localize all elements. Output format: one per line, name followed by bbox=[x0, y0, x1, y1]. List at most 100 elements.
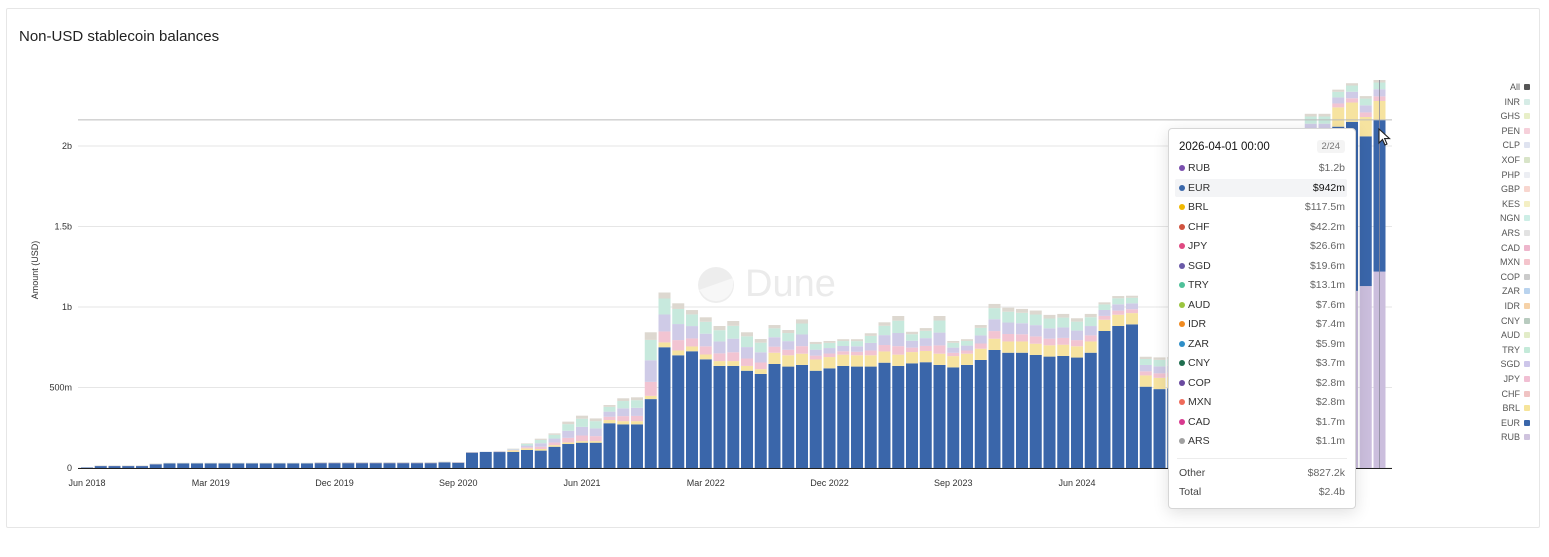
legend-item-zar[interactable]: ZAR bbox=[1502, 285, 1530, 297]
legend-item-aud[interactable]: AUD bbox=[1501, 329, 1530, 341]
bar-segment-eur bbox=[919, 362, 932, 468]
bar-segment-eur bbox=[603, 423, 616, 468]
legend-item-mxn[interactable]: MXN bbox=[1500, 256, 1530, 268]
legend-item-xof[interactable]: XOF bbox=[1501, 154, 1530, 166]
bar-segment-other bbox=[878, 335, 891, 346]
bar-segment-eur bbox=[369, 463, 382, 468]
bar-segment-brl bbox=[1153, 377, 1166, 390]
legend-item-inr[interactable]: INR bbox=[1504, 96, 1530, 108]
tooltip-row-label: CAD bbox=[1179, 416, 1210, 428]
bar-segment-brl bbox=[741, 365, 753, 371]
bar-segment-other bbox=[644, 332, 657, 340]
legend-swatch-icon bbox=[1524, 288, 1530, 295]
bar-segment-rub bbox=[1359, 286, 1372, 468]
bar-segment-brl bbox=[754, 369, 767, 374]
bar-segment-other bbox=[521, 447, 533, 449]
bar-segment-other bbox=[727, 321, 740, 326]
bar-segment-other bbox=[631, 407, 643, 416]
bar-segment-brl bbox=[1346, 102, 1358, 122]
legend-label: INR bbox=[1504, 96, 1521, 107]
bar-segment-other bbox=[878, 322, 891, 326]
bar-segment-other bbox=[947, 340, 960, 343]
bar-segment-other bbox=[562, 430, 575, 438]
bar-segment-eur bbox=[534, 450, 547, 468]
tooltip-row-label: EUR bbox=[1179, 182, 1210, 194]
legend-label: GHS bbox=[1500, 111, 1520, 122]
legend-label: MXN bbox=[1500, 257, 1520, 268]
legend-item-ngn[interactable]: NGN bbox=[1500, 212, 1530, 224]
tooltip-series-name: COP bbox=[1188, 376, 1211, 389]
legend-item-jpy[interactable]: JPY bbox=[1503, 373, 1530, 385]
legend-swatch-icon bbox=[1524, 142, 1530, 149]
bar-segment-other bbox=[851, 341, 863, 347]
tooltip-total-label: Total bbox=[1179, 486, 1202, 498]
bar-segment-other bbox=[1139, 364, 1152, 372]
legend-item-kes[interactable]: KES bbox=[1502, 198, 1530, 210]
series-dot-icon bbox=[1179, 184, 1185, 191]
legend-item-cad[interactable]: CAD bbox=[1501, 242, 1530, 254]
series-dot-icon bbox=[1179, 262, 1185, 269]
legend-item-gbp[interactable]: GBP bbox=[1501, 183, 1530, 195]
tooltip-row-label: AUD bbox=[1179, 299, 1210, 311]
bar-segment-other bbox=[1043, 338, 1056, 346]
bar-segment-other bbox=[837, 351, 850, 355]
tooltip-page-indicator[interactable]: 2/24 bbox=[1316, 140, 1345, 153]
tooltip-row-mxn: MXN $2.8m bbox=[1175, 393, 1347, 411]
tooltip-row-label: SGD bbox=[1179, 260, 1211, 272]
tooltip-series-value: $2.8m bbox=[1315, 376, 1345, 389]
tooltip-row-rub: RUB $1.2b bbox=[1175, 159, 1347, 177]
bar-segment-other bbox=[521, 443, 533, 446]
legend-item-ars[interactable]: ARS bbox=[1501, 227, 1530, 239]
legend-item-cop[interactable]: COP bbox=[1500, 271, 1530, 283]
bar-segment-other bbox=[892, 316, 905, 321]
legend-item-try[interactable]: TRY bbox=[1502, 344, 1530, 356]
bar-segment-other bbox=[1318, 113, 1331, 117]
legend-item-php[interactable]: PHP bbox=[1501, 169, 1530, 181]
bar-segment-other bbox=[644, 339, 657, 361]
tooltip-series-name: EUR bbox=[1188, 181, 1211, 194]
bar-segment-other bbox=[809, 355, 822, 360]
legend-label: EUR bbox=[1500, 417, 1520, 428]
legend-item-all[interactable]: All bbox=[1510, 81, 1530, 93]
bar-segment-eur bbox=[136, 465, 148, 468]
legend-item-cny[interactable]: CNY bbox=[1501, 315, 1530, 327]
bar-segment-other bbox=[1043, 318, 1056, 329]
y-tick-label: 500m bbox=[49, 383, 72, 393]
legend-item-rub[interactable]: RUB bbox=[1501, 431, 1530, 443]
bar-segment-brl bbox=[1016, 341, 1028, 353]
bar-segment-other bbox=[864, 350, 877, 356]
bar-segment-other bbox=[548, 434, 561, 439]
legend-label: PHP bbox=[1501, 169, 1520, 180]
bar-segment-other bbox=[507, 448, 520, 450]
bar-segment-eur bbox=[204, 463, 217, 468]
bar-segment-eur bbox=[782, 366, 795, 468]
bar-segment-eur bbox=[1071, 357, 1083, 468]
bar-segment-other bbox=[961, 350, 973, 354]
x-tick-label: Mar 2019 bbox=[192, 478, 230, 488]
legend-item-pen[interactable]: PEN bbox=[1501, 125, 1530, 137]
bar-segment-brl bbox=[1126, 313, 1138, 325]
legend-swatch-icon bbox=[1524, 157, 1530, 163]
tooltip-row-label: COP bbox=[1179, 377, 1211, 389]
bar-segment-other bbox=[933, 332, 946, 346]
legend-swatch-icon bbox=[1524, 434, 1530, 441]
legend-item-brl[interactable]: BRL bbox=[1502, 402, 1530, 414]
legend-item-ghs[interactable]: GHS bbox=[1500, 110, 1530, 122]
legend-item-clp[interactable]: CLP bbox=[1502, 139, 1530, 151]
bar-segment-eur bbox=[878, 362, 891, 468]
bar-segment-eur bbox=[892, 365, 905, 468]
bar-segment-other bbox=[1126, 303, 1138, 310]
bar-segment-eur bbox=[177, 463, 190, 468]
legend-item-idr[interactable]: IDR bbox=[1505, 300, 1530, 312]
bar-segment-other bbox=[1098, 315, 1111, 320]
legend-item-sgd[interactable]: SGD bbox=[1500, 358, 1530, 370]
legend-item-chf[interactable]: CHF bbox=[1502, 388, 1530, 400]
bar-segment-brl bbox=[699, 354, 712, 360]
hover-tooltip: 2026-04-01 00:00 2/24 RUB $1.2b EUR $942m BR… bbox=[1168, 128, 1356, 509]
tooltip-series-value: $117.5m bbox=[1304, 201, 1345, 213]
bar-segment-other bbox=[686, 314, 698, 327]
bar-segment-other bbox=[1126, 297, 1138, 304]
x-tick-label: Dec 2019 bbox=[315, 478, 354, 488]
tooltip-other-value: $827.2k bbox=[1307, 467, 1345, 479]
legend-item-eur[interactable]: EUR bbox=[1501, 417, 1530, 429]
